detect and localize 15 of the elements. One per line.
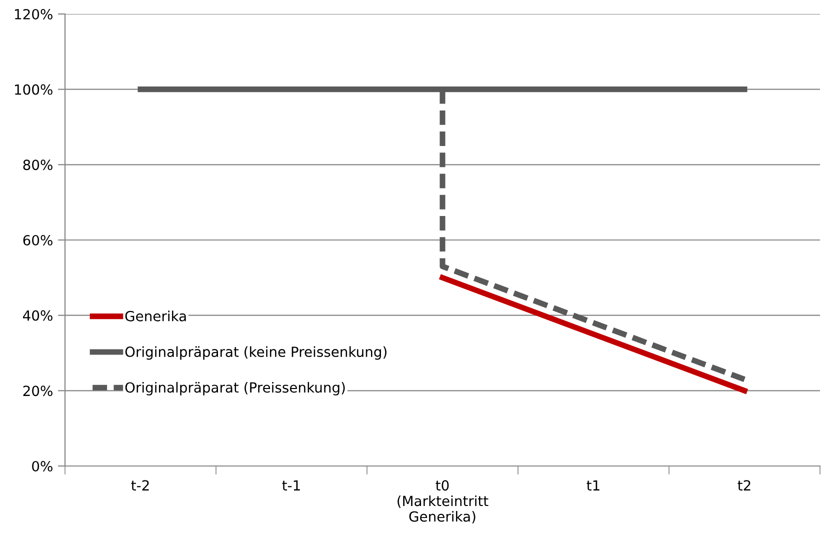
y-tick-label: 20% <box>23 386 52 396</box>
y-tick-label: 40% <box>23 310 52 321</box>
y-tick-label: 80% <box>23 160 52 170</box>
y-tick-label: 60% <box>23 234 52 246</box>
x-tick-label: t1 <box>586 480 600 490</box>
x-tick-label: t-1 <box>282 480 300 490</box>
legend-label: Generika <box>125 310 186 322</box>
y-tick-label: 0% <box>32 460 52 472</box>
y-tick-label: 120% <box>15 8 52 20</box>
x-tick-label: t2 <box>738 480 750 490</box>
legend-label: Originalpräparat (Preissenkung) <box>125 382 345 396</box>
x-tick-label: t0 (Markteintritt Generika) <box>398 480 488 524</box>
y-tick-label: 100% <box>15 84 52 95</box>
x-tick-label: t-2 <box>131 480 149 490</box>
legend-label: Originalpräparat (keine Preissenkung) <box>125 346 386 360</box>
